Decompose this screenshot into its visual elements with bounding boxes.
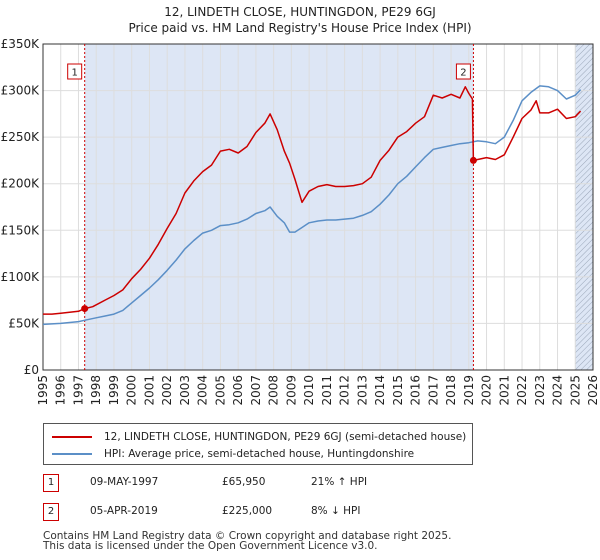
x-tick-label: 2015 bbox=[391, 375, 405, 406]
chart-title: 12, LINDETH CLOSE, HUNTINGDON, PE29 6GJ bbox=[164, 5, 436, 19]
x-tick-label: 2006 bbox=[231, 375, 245, 406]
legend-label-price: 12, LINDETH CLOSE, HUNTINGDON, PE29 6GJ … bbox=[104, 431, 467, 443]
sale-hpi-delta: 21% ↑ HPI bbox=[311, 476, 368, 488]
x-tick-label: 2013 bbox=[355, 375, 369, 406]
x-tick-label: 1998 bbox=[89, 375, 103, 406]
y-tick-label: £300K bbox=[1, 84, 41, 98]
x-tick-label: 1997 bbox=[71, 375, 85, 406]
x-tick-label: 2026 bbox=[586, 375, 600, 406]
x-tick-label: 2017 bbox=[426, 375, 440, 406]
y-tick-label: £250K bbox=[1, 130, 41, 144]
sale-number-badge: 1 bbox=[43, 474, 59, 492]
legend-swatch-hpi bbox=[52, 453, 92, 455]
chart-subtitle: Price paid vs. HM Land Registry's House … bbox=[128, 21, 471, 35]
sale-marker-label: 2 bbox=[460, 68, 466, 79]
legend: 12, LINDETH CLOSE, HUNTINGDON, PE29 6GJ … bbox=[43, 423, 473, 465]
x-tick-label: 2009 bbox=[284, 375, 298, 406]
sale-marker-label: 1 bbox=[72, 68, 78, 79]
x-tick-label: 2016 bbox=[409, 375, 423, 406]
hpi-line bbox=[42, 85, 582, 326]
y-tick-label: £100K bbox=[1, 270, 41, 284]
sale-marker-box bbox=[455, 63, 471, 80]
footer-license: This data is licensed under the Open Gov… bbox=[43, 540, 378, 552]
x-tick-label: 2020 bbox=[480, 375, 494, 406]
legend-swatch-price bbox=[52, 436, 92, 438]
footer: Contains HM Land Registry data © Crown c… bbox=[43, 530, 452, 552]
x-tick-label: 2021 bbox=[497, 375, 511, 406]
sale-hpi-delta: 8% ↓ HPI bbox=[311, 505, 361, 517]
price-paid-line bbox=[43, 86, 582, 315]
x-tick-label: 2022 bbox=[515, 375, 529, 406]
x-tick-label: 2004 bbox=[196, 375, 210, 406]
legend-label-hpi: HPI: Average price, semi-detached house,… bbox=[104, 448, 415, 460]
y-tick-label: £0 bbox=[24, 363, 39, 377]
y-tick-label: £150K bbox=[1, 223, 41, 237]
sale-marker-box bbox=[67, 63, 83, 80]
x-tick-label: 2014 bbox=[373, 375, 387, 406]
sale-price: £65,950 bbox=[222, 476, 266, 488]
forecast-hatch bbox=[575, 44, 593, 370]
x-tick-label: 1995 bbox=[36, 375, 50, 406]
x-tick-label: 2002 bbox=[160, 375, 174, 406]
x-tick-label: 2012 bbox=[338, 375, 352, 406]
y-tick-label: £350K bbox=[1, 37, 41, 51]
legend-item-price: 12, LINDETH CLOSE, HUNTINGDON, PE29 6GJ … bbox=[52, 431, 466, 443]
sale-date: 09-MAY-1997 bbox=[90, 476, 159, 488]
footer-copyright: Contains HM Land Registry data © Crown c… bbox=[43, 530, 452, 542]
x-tick-label: 1996 bbox=[54, 375, 68, 406]
y-tick-label: £50K bbox=[8, 316, 40, 330]
x-tick-label: 2007 bbox=[249, 375, 263, 406]
sale-price: £225,000 bbox=[222, 505, 273, 517]
sale-point bbox=[81, 305, 89, 313]
x-tick-label: 2025 bbox=[568, 375, 582, 406]
sale-number-badge: 2 bbox=[43, 503, 59, 521]
y-tick-label: £200K bbox=[1, 177, 41, 191]
sale-date: 05-APR-2019 bbox=[90, 505, 158, 517]
x-tick-label: 1999 bbox=[107, 375, 121, 406]
x-tick-label: 2003 bbox=[178, 375, 192, 406]
x-tick-label: 2019 bbox=[462, 375, 476, 406]
x-tick-label: 2008 bbox=[267, 375, 281, 406]
legend-item-hpi: HPI: Average price, semi-detached house,… bbox=[52, 448, 414, 460]
x-tick-label: 2010 bbox=[302, 375, 316, 406]
x-tick-label: 2005 bbox=[213, 375, 227, 406]
sale-point bbox=[469, 156, 477, 164]
price-chart: 12, LINDETH CLOSE, HUNTINGDON, PE29 6GJ … bbox=[1, 5, 600, 406]
x-tick-label: 2011 bbox=[320, 375, 334, 406]
x-tick-label: 2000 bbox=[125, 375, 139, 406]
x-tick-label: 2024 bbox=[551, 375, 565, 406]
x-tick-label: 2023 bbox=[533, 375, 547, 406]
x-tick-label: 2018 bbox=[444, 375, 458, 406]
x-tick-label: 2001 bbox=[142, 375, 156, 406]
plot-frame bbox=[42, 43, 594, 371]
